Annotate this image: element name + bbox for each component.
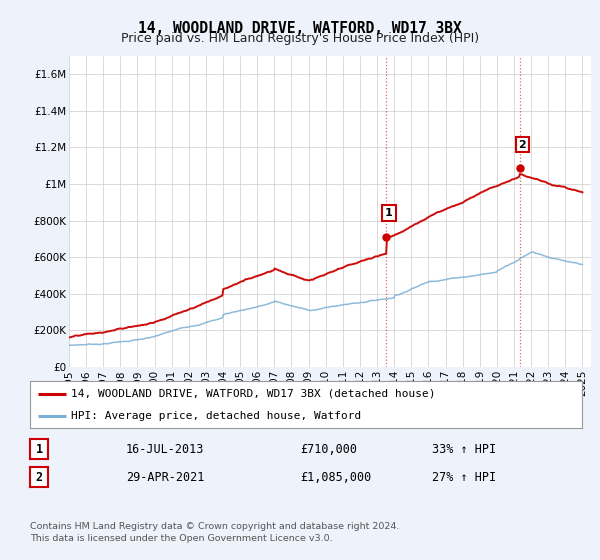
- Text: 1: 1: [35, 442, 43, 456]
- Text: 29-APR-2021: 29-APR-2021: [126, 470, 205, 484]
- Text: Price paid vs. HM Land Registry's House Price Index (HPI): Price paid vs. HM Land Registry's House …: [121, 32, 479, 45]
- Text: 14, WOODLAND DRIVE, WATFORD, WD17 3BX (detached house): 14, WOODLAND DRIVE, WATFORD, WD17 3BX (d…: [71, 389, 436, 399]
- Text: 16-JUL-2013: 16-JUL-2013: [126, 442, 205, 456]
- Text: £710,000: £710,000: [300, 442, 357, 456]
- Text: 2: 2: [35, 470, 43, 484]
- Text: Contains HM Land Registry data © Crown copyright and database right 2024.
This d: Contains HM Land Registry data © Crown c…: [30, 522, 400, 543]
- Text: 1: 1: [385, 208, 393, 218]
- Text: £1,085,000: £1,085,000: [300, 470, 371, 484]
- Text: 14, WOODLAND DRIVE, WATFORD, WD17 3BX: 14, WOODLAND DRIVE, WATFORD, WD17 3BX: [138, 21, 462, 36]
- Text: 2: 2: [518, 139, 526, 150]
- Text: 33% ↑ HPI: 33% ↑ HPI: [432, 442, 496, 456]
- Text: HPI: Average price, detached house, Watford: HPI: Average price, detached house, Watf…: [71, 410, 362, 421]
- Text: 27% ↑ HPI: 27% ↑ HPI: [432, 470, 496, 484]
